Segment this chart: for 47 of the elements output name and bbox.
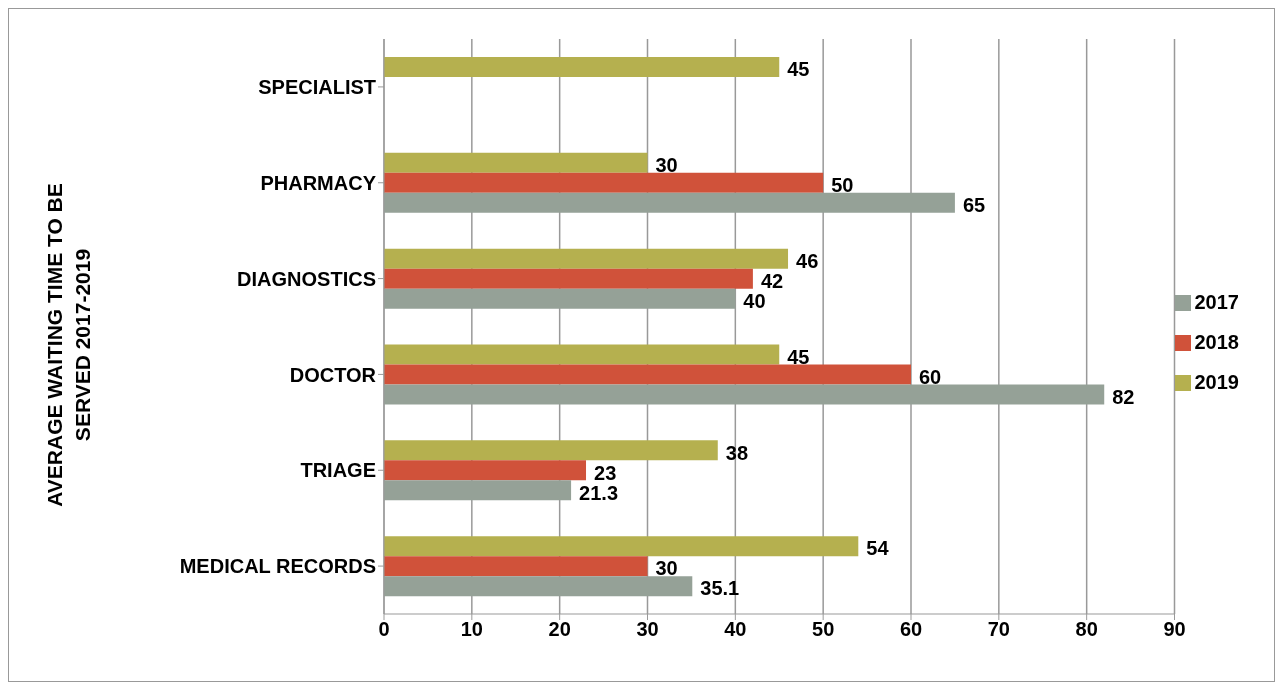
legend-label: 2019 [1194, 370, 1239, 393]
x-tick-label: 30 [636, 618, 659, 641]
x-tick-label: 90 [1163, 618, 1186, 641]
data-label: 30 [655, 154, 678, 177]
data-label: 60 [919, 365, 942, 388]
x-tick-label: 0 [378, 618, 390, 641]
bar [384, 152, 648, 173]
x-tick-label: 10 [460, 618, 483, 641]
bar [384, 344, 780, 365]
x-tick-label: 70 [987, 618, 1010, 641]
x-tick-label: 40 [724, 618, 747, 641]
y-tick-label: PHARMACY [260, 171, 377, 194]
bar [384, 268, 753, 289]
bar [384, 460, 587, 481]
x-tick-label: 80 [1075, 618, 1098, 641]
bar [384, 536, 859, 557]
data-label: 21.3 [579, 481, 619, 504]
y-tick-label: SPECIALIST [258, 76, 376, 99]
x-tick-label: 60 [899, 618, 923, 641]
y-tick-label: TRIAGE [300, 459, 376, 482]
bar [384, 172, 824, 193]
data-label: 23 [594, 461, 617, 484]
legend-label: 2017 [1194, 290, 1239, 313]
data-label: 30 [655, 557, 678, 580]
x-tick-label: 20 [548, 618, 571, 641]
bar [384, 556, 648, 577]
data-label: 45 [787, 345, 810, 368]
bar [384, 440, 718, 461]
y-tick-label: MEDICAL RECORDS [179, 555, 376, 578]
data-label: 35.1 [700, 577, 740, 600]
data-label: 40 [743, 289, 766, 312]
data-label: 54 [866, 537, 890, 560]
y-axis-title: AVERAGE WAITING TIME TO BE SERVED 2017-2019 [42, 182, 95, 509]
data-label: 82 [1112, 385, 1135, 408]
y-tick-label: DIAGNOSTICS [237, 267, 376, 290]
legend-label: 2018 [1194, 330, 1239, 353]
x-tick-label: 50 [812, 618, 835, 641]
data-label: 50 [831, 174, 854, 197]
bar [384, 248, 789, 269]
y-tick-label: DOCTOR [289, 363, 377, 386]
data-label: 65 [962, 194, 986, 217]
data-label: 38 [725, 441, 749, 464]
data-label: 45 [787, 58, 810, 81]
data-label: 42 [760, 269, 784, 292]
data-label: 46 [796, 249, 819, 272]
bar [384, 364, 911, 385]
bar [384, 57, 780, 77]
